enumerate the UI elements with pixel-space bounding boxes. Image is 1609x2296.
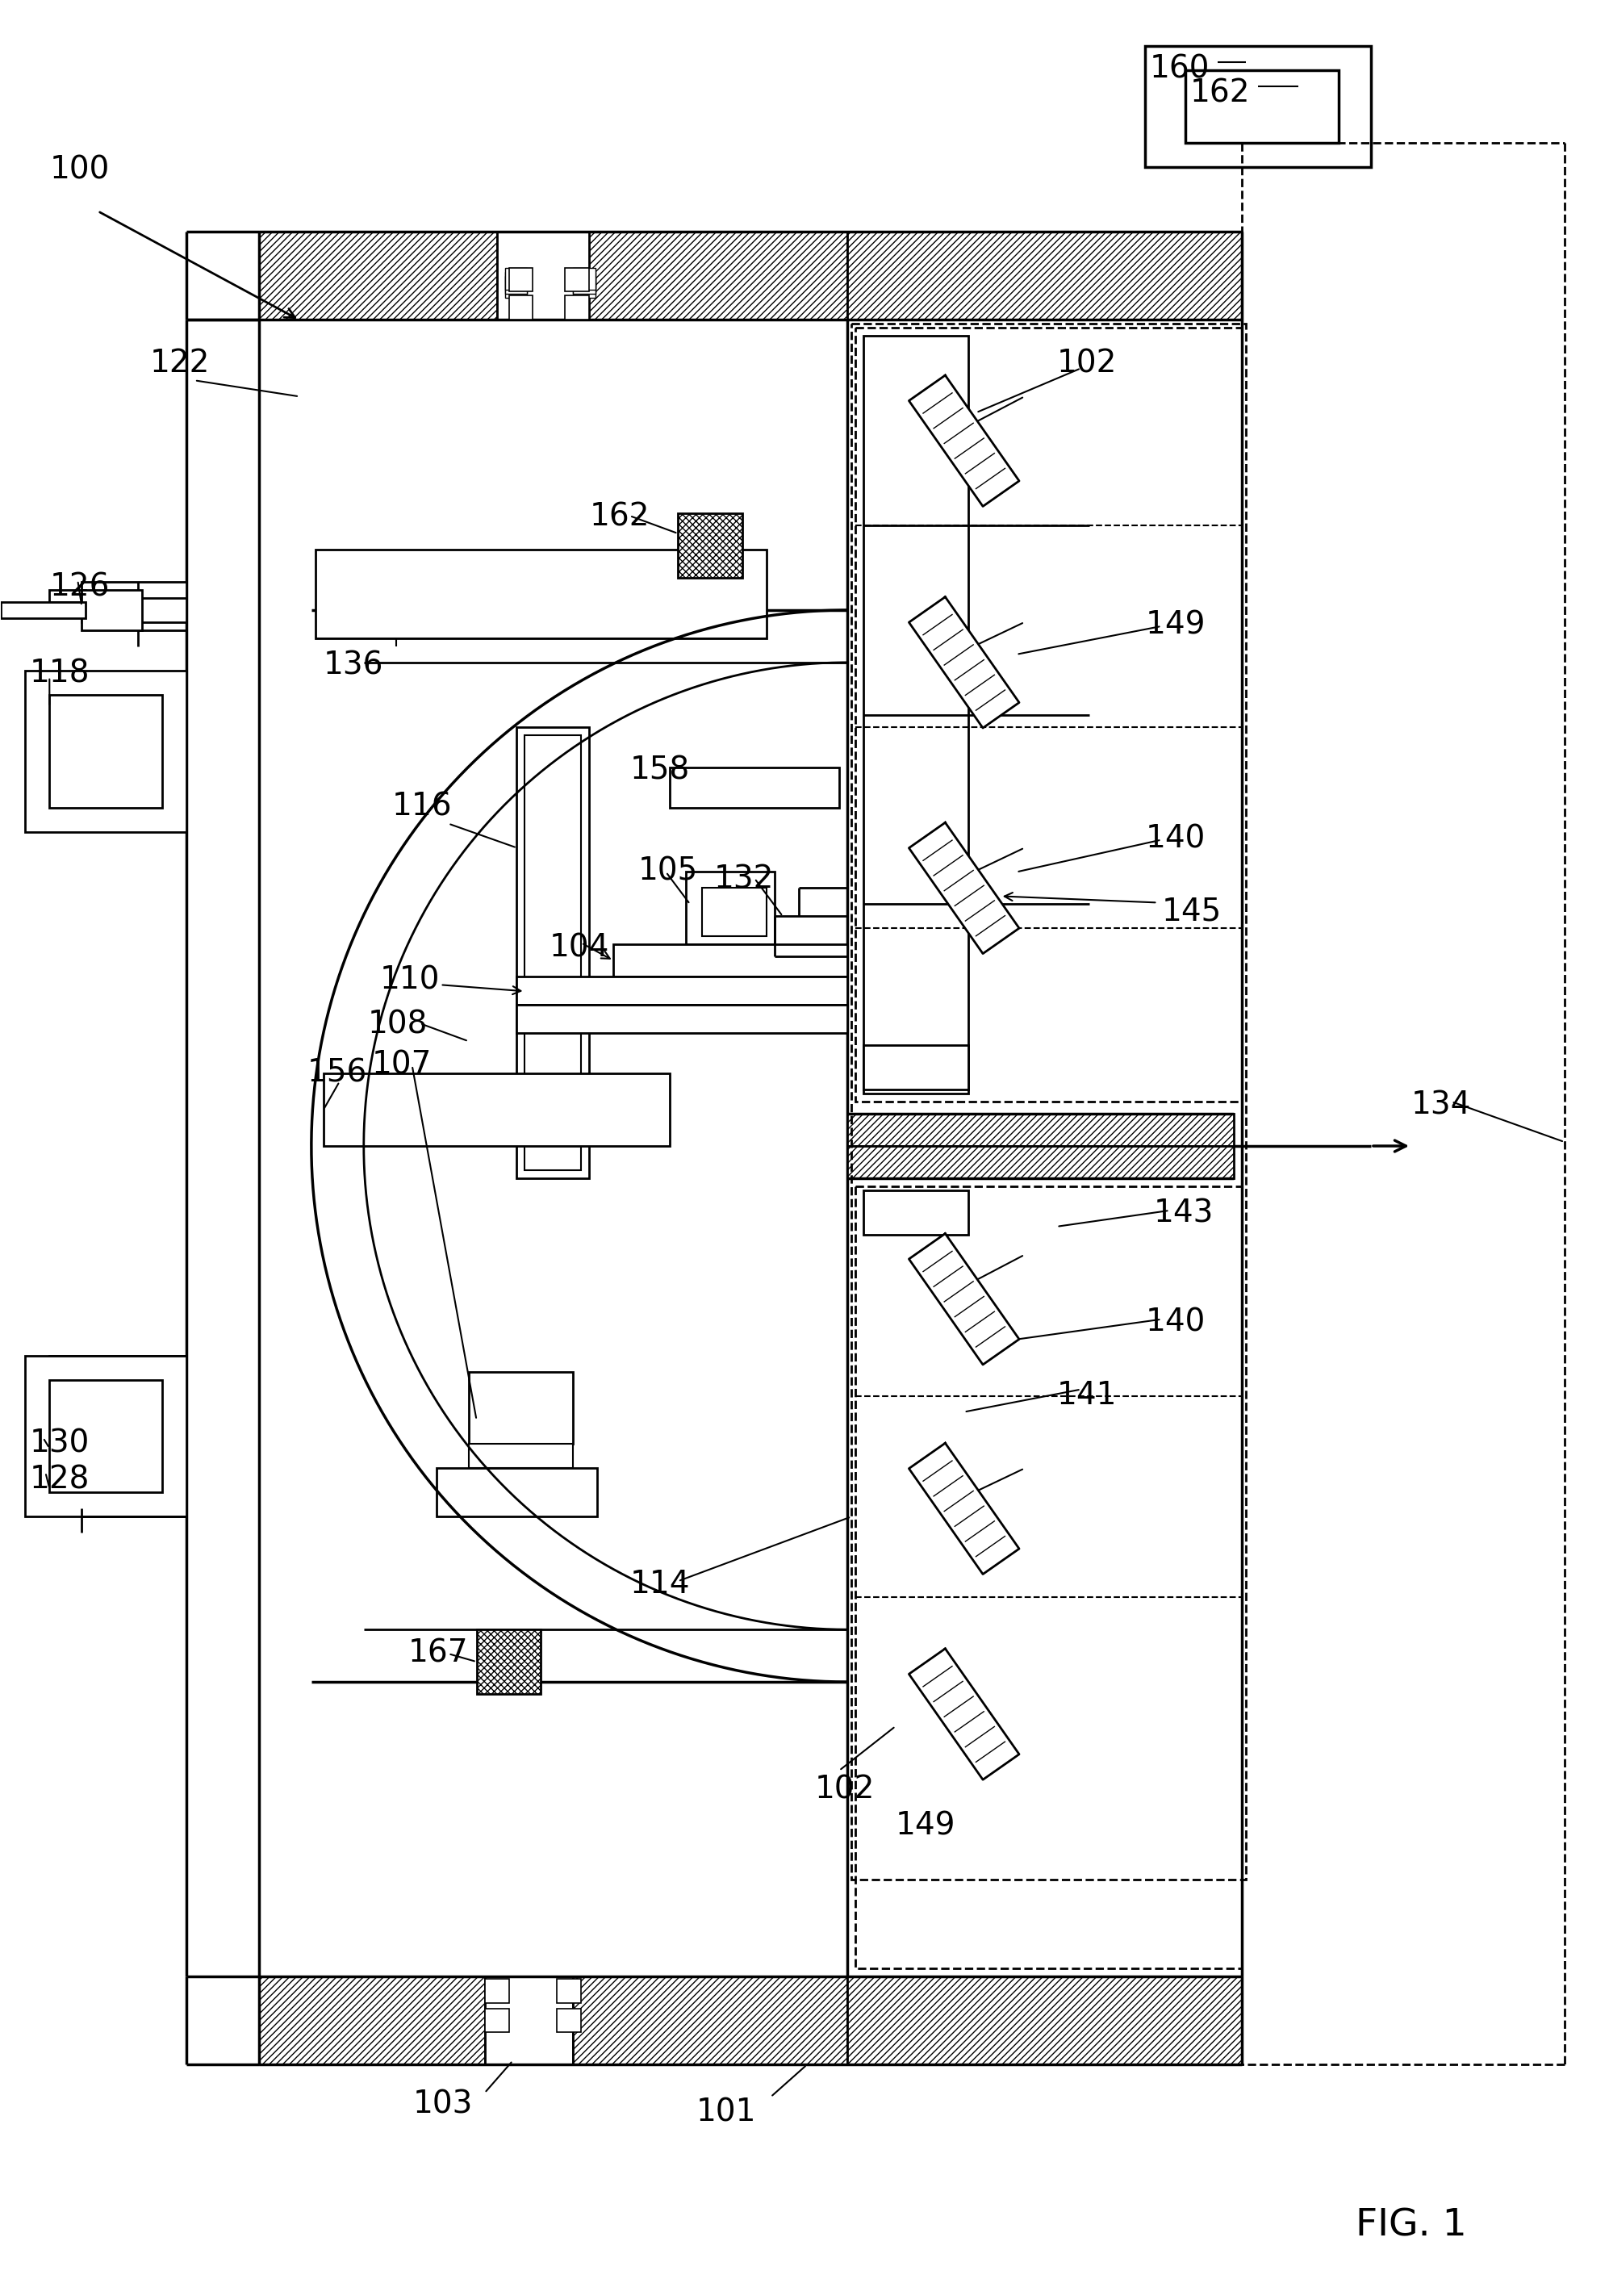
Bar xyxy=(82,581,187,622)
Polygon shape xyxy=(909,1444,1018,1575)
Bar xyxy=(848,1977,1242,2064)
Text: 162: 162 xyxy=(589,501,650,533)
Bar xyxy=(315,549,766,638)
Text: 100: 100 xyxy=(50,154,109,186)
Bar xyxy=(565,269,589,292)
Bar xyxy=(1146,46,1371,168)
Text: 122: 122 xyxy=(150,349,211,379)
Bar xyxy=(476,1630,541,1694)
Bar xyxy=(851,324,1245,1880)
Text: 130: 130 xyxy=(29,1428,90,1458)
Bar xyxy=(565,296,589,319)
Bar xyxy=(573,1977,848,2064)
Text: 102: 102 xyxy=(1057,349,1117,379)
Bar xyxy=(505,276,528,298)
Text: 110: 110 xyxy=(380,964,439,996)
Text: 143: 143 xyxy=(1154,1199,1213,1228)
Text: 134: 134 xyxy=(1411,1091,1471,1120)
Bar xyxy=(2,602,85,618)
Bar xyxy=(505,269,528,289)
Text: 158: 158 xyxy=(629,755,690,785)
Bar xyxy=(677,514,742,579)
Text: 145: 145 xyxy=(1162,895,1221,928)
Bar xyxy=(685,872,774,944)
Bar xyxy=(848,1114,1234,1146)
Bar xyxy=(26,1355,187,1518)
Polygon shape xyxy=(909,374,1018,507)
Bar xyxy=(848,1146,1234,1178)
Text: 107: 107 xyxy=(372,1049,431,1079)
Bar xyxy=(26,670,187,831)
Bar xyxy=(508,296,533,319)
Bar xyxy=(505,271,528,294)
Text: 105: 105 xyxy=(637,856,698,886)
Bar xyxy=(864,1189,969,1235)
Text: 149: 149 xyxy=(1146,611,1205,641)
Bar xyxy=(856,1187,1242,1968)
Bar xyxy=(484,2009,508,2032)
Bar xyxy=(557,2009,581,2032)
Text: 149: 149 xyxy=(896,1812,956,1841)
Text: 140: 140 xyxy=(1146,1306,1205,1339)
Polygon shape xyxy=(909,597,1018,728)
Bar xyxy=(1186,71,1339,142)
Text: 167: 167 xyxy=(409,1637,468,1669)
Bar xyxy=(669,767,840,808)
Bar xyxy=(259,1977,484,2064)
Bar xyxy=(508,269,533,292)
Bar xyxy=(66,696,171,808)
Polygon shape xyxy=(909,1649,1018,1779)
Bar xyxy=(702,889,766,937)
Text: 101: 101 xyxy=(697,2096,756,2128)
Text: 126: 126 xyxy=(50,572,109,604)
Bar xyxy=(259,232,497,319)
Text: 128: 128 xyxy=(29,1465,90,1495)
Text: 103: 103 xyxy=(412,2089,473,2119)
Bar xyxy=(323,1075,669,1146)
Bar xyxy=(82,590,142,629)
Text: 116: 116 xyxy=(393,792,452,822)
Bar xyxy=(50,696,163,808)
Text: 104: 104 xyxy=(549,932,610,962)
Bar xyxy=(468,1371,573,1444)
Bar xyxy=(468,1444,573,1469)
Text: 141: 141 xyxy=(1057,1380,1117,1410)
Bar xyxy=(864,1045,969,1091)
Text: 114: 114 xyxy=(629,1568,690,1600)
Bar xyxy=(484,1979,508,2002)
Bar xyxy=(516,976,848,1006)
Bar xyxy=(50,1380,163,1492)
Bar xyxy=(516,1006,848,1033)
Text: FIG. 1: FIG. 1 xyxy=(1356,2209,1467,2243)
Bar xyxy=(436,1469,597,1518)
Bar xyxy=(516,728,589,1178)
Bar xyxy=(613,944,848,976)
Polygon shape xyxy=(909,1233,1018,1364)
Bar xyxy=(50,1355,187,1502)
Text: 118: 118 xyxy=(29,659,90,689)
Text: 136: 136 xyxy=(323,650,383,682)
Text: 140: 140 xyxy=(1146,824,1205,854)
Bar xyxy=(525,735,581,1171)
Text: 132: 132 xyxy=(714,863,774,895)
Bar xyxy=(848,232,1242,319)
Text: 160: 160 xyxy=(1149,55,1210,85)
Bar xyxy=(557,1979,581,2002)
Bar xyxy=(50,590,85,613)
Bar xyxy=(484,1977,573,2064)
Polygon shape xyxy=(909,822,1018,953)
Text: 162: 162 xyxy=(1189,78,1250,108)
Bar xyxy=(50,680,187,824)
Text: 102: 102 xyxy=(816,1775,875,1805)
Bar xyxy=(589,232,848,319)
Bar xyxy=(66,1371,171,1486)
Bar xyxy=(573,276,595,298)
Bar xyxy=(497,232,594,319)
Bar xyxy=(573,271,595,294)
Bar xyxy=(573,269,595,289)
Bar xyxy=(856,328,1242,1102)
Text: 108: 108 xyxy=(368,1008,428,1040)
Text: 156: 156 xyxy=(307,1058,367,1088)
